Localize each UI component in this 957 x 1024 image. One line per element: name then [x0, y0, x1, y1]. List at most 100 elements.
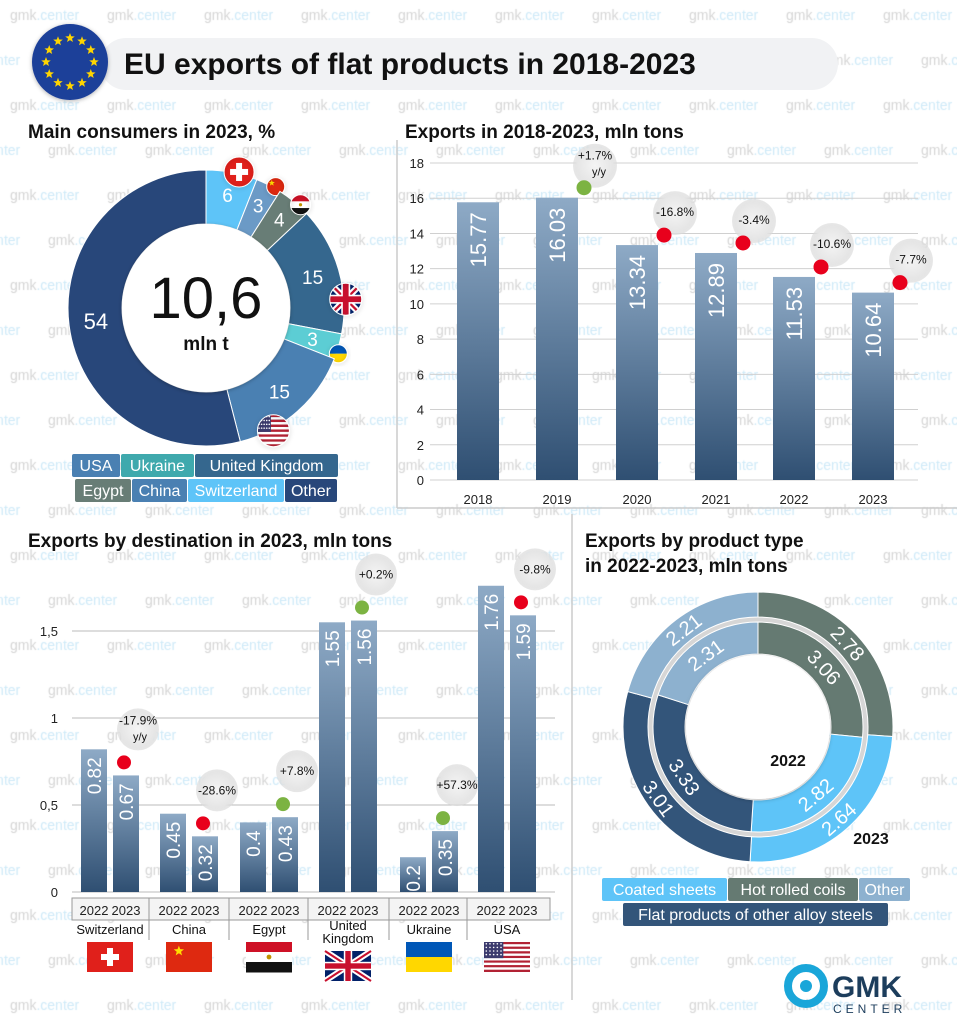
switzerland-flag-icon — [87, 942, 133, 972]
y-tick-label: 0,5 — [40, 798, 58, 813]
bar-2023 — [852, 292, 894, 480]
change-bubble — [276, 750, 318, 793]
legend-label: Coated sheets — [613, 882, 716, 899]
ring-year-2022: 2022 — [770, 753, 806, 770]
slice-label: 6 — [222, 186, 233, 207]
bar-value-label: 0.32 — [196, 844, 217, 881]
legend-label: Ukraine — [130, 458, 185, 475]
bar-2022 — [160, 813, 186, 892]
legend-item-coated-sheets: Coated sheets — [602, 878, 727, 901]
change-unit-label: y/y — [592, 167, 607, 179]
ukraine-flag-icon — [328, 344, 348, 364]
y-tick-label: 0 — [417, 473, 424, 488]
slice-label: 3 — [253, 197, 264, 218]
bar-2023 — [351, 620, 377, 892]
bar-value-label: 0.67 — [117, 783, 138, 820]
legend-item-other: Other — [859, 878, 910, 901]
egypt-flag-icon — [246, 942, 292, 973]
decrease-dot — [117, 755, 131, 770]
y-tick-label: 14 — [410, 226, 424, 241]
decrease-dot — [892, 275, 908, 291]
y-tick-label: 0 — [51, 885, 58, 900]
bar-2022 — [319, 622, 345, 892]
change-bubble — [355, 553, 397, 596]
x-tick-label: 2019 — [543, 492, 572, 507]
bar-value-label: 1.76 — [482, 594, 503, 631]
change-unit-label: y/y — [133, 731, 148, 743]
legend-item-other: Other — [285, 479, 337, 502]
increase-dot — [276, 797, 290, 812]
logo-sub: CENTER — [833, 1002, 906, 1016]
year-label: 2023 — [509, 903, 538, 918]
bar-value-label: 12.89 — [704, 263, 729, 318]
bar-2022 — [81, 749, 107, 892]
year-label: 2023 — [191, 903, 220, 918]
increase-dot — [576, 180, 592, 196]
change-label: -16.8% — [656, 205, 694, 219]
product-type-donut-chart: Exports by product type in 2022-2023, mln… — [585, 531, 910, 926]
bar-value-label: 0.35 — [436, 839, 457, 876]
y-tick-label: 1 — [51, 711, 58, 726]
change-bubble — [117, 708, 159, 751]
change-bubble — [514, 548, 556, 591]
x-tick-label: 2020 — [623, 492, 652, 507]
x-tick-label: 2022 — [780, 492, 809, 507]
bar-value-label: 16.03 — [545, 208, 570, 263]
switzerland-flag-icon — [223, 156, 255, 188]
legend-item-flat-products-of-other-alloy-steels: Flat products of other alloy steels — [623, 903, 888, 926]
destination-chart-title: Exports by destination in 2023, mln tons — [28, 531, 392, 552]
year-label: 2022 — [399, 903, 428, 918]
y-tick-label: 10 — [410, 297, 424, 312]
bar-value-label: 15.77 — [466, 212, 491, 267]
ring-separator — [648, 617, 868, 837]
decrease-dot — [514, 595, 528, 610]
donut-hole — [122, 224, 290, 392]
title-banner — [100, 38, 838, 90]
uk-flag-icon — [329, 282, 363, 316]
bar-2020 — [616, 245, 658, 480]
slice-label: 4 — [274, 210, 285, 231]
bar-2023 — [192, 836, 218, 892]
year-label: 2023 — [112, 903, 141, 918]
change-label: +57.3% — [436, 778, 477, 792]
y-tick-label: 4 — [417, 403, 424, 418]
legend-label: USA — [80, 458, 113, 475]
bar-value-label: 0.43 — [276, 825, 297, 862]
year-label: 2023 — [431, 903, 460, 918]
total-value: 10,6 — [150, 266, 263, 331]
decrease-dot — [813, 259, 829, 275]
eu-flag-icon — [32, 24, 108, 100]
donut-hole — [686, 655, 830, 799]
group-usa: 1.76 2022 1.59 2023 -9.8% USA — [466, 548, 556, 975]
x-tick-label: 2023 — [859, 492, 888, 507]
y-tick-label: 8 — [417, 332, 424, 347]
country-label: United Kingdom — [322, 918, 373, 946]
decrease-dot — [656, 227, 672, 243]
legend-label: Other — [864, 882, 905, 899]
increase-dot — [436, 811, 450, 826]
bar-value-label: 0.2 — [404, 865, 425, 891]
x-tick-label: 2021 — [702, 492, 731, 507]
year-label: 2023 — [271, 903, 300, 918]
legend-label: Switzerland — [195, 483, 278, 500]
product-chart-title: Exports by product type in 2022-2023, mln… — [585, 531, 804, 577]
group-ukraine: 0.2 2022 0.35 2023 +57.3% Ukraine — [388, 764, 478, 972]
year-label: 2022 — [80, 903, 109, 918]
group-united-kingdom: 1.55 2022 1.56 2023 +0.2% United Kingdom — [307, 553, 397, 984]
legend-item-switzerland: Switzerland — [188, 479, 284, 502]
increase-dot — [355, 600, 369, 615]
year-label: 2023 — [350, 903, 379, 918]
x-tick-label: 2018 — [464, 492, 493, 507]
y-tick-label: 1,5 — [40, 624, 58, 639]
bar-value-label: 13.34 — [625, 255, 650, 310]
change-bubble — [732, 198, 776, 243]
logo-name: GMK — [832, 971, 902, 1004]
change-label: +1.7% — [578, 149, 613, 163]
bar-value-label: 10.64 — [861, 303, 886, 358]
year-axis-box — [71, 897, 551, 921]
legend-label: Flat products of other alloy steels — [638, 907, 873, 924]
change-label: -9.8% — [519, 562, 551, 576]
bar-2021 — [695, 252, 737, 480]
change-label: -3.4% — [738, 213, 770, 227]
